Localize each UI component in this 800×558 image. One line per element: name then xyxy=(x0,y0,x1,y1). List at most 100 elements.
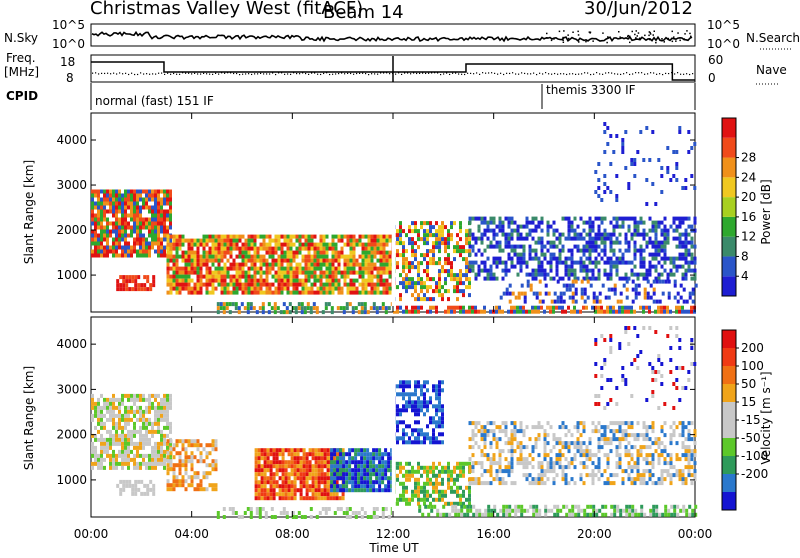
nave-dot xyxy=(623,73,624,74)
velocity-cell-1381 xyxy=(438,474,441,478)
power-cell-634 xyxy=(212,255,215,259)
power-cell-476 xyxy=(173,275,176,279)
power-cell-817 xyxy=(254,263,257,267)
velocity-cell-1681 xyxy=(655,509,658,513)
power-cell-1589 xyxy=(414,289,417,293)
velocity-cell-711 xyxy=(297,460,300,464)
power-cell-913 xyxy=(278,263,281,267)
power-cell-1482 xyxy=(358,310,361,314)
power-cell-620 xyxy=(209,251,212,255)
power-cell-1324 xyxy=(374,291,377,295)
power-cell-848 xyxy=(260,291,263,295)
power-cell-891 xyxy=(272,267,275,271)
power-cell-2195 xyxy=(559,237,562,241)
power-cell-531 xyxy=(188,243,191,247)
velocity-cell-1536 xyxy=(433,505,436,509)
power-cell-1241 xyxy=(356,259,359,263)
power-cell-2548 xyxy=(676,237,679,241)
velocity-cell-602 xyxy=(267,492,270,496)
power-cell-1342 xyxy=(380,251,383,255)
velocity-cell-905 xyxy=(330,476,333,480)
power-cell-2674 xyxy=(584,288,587,292)
velocity-cell-399 xyxy=(137,488,140,492)
power-cell-2230 xyxy=(571,237,574,241)
power-cell-1295 xyxy=(368,279,371,283)
velocity-cell-501 xyxy=(197,483,200,487)
velocity-cell-332 xyxy=(160,450,163,454)
power-cell-2355 xyxy=(610,241,613,245)
power-cell-1487 xyxy=(364,306,367,310)
velocity-cell-1630 xyxy=(577,509,580,513)
power-cell-410 xyxy=(122,287,125,291)
velocity-cell-1739 xyxy=(478,481,481,485)
velocity-cell-139 xyxy=(121,414,124,418)
power-cell-2522 xyxy=(664,257,667,261)
power-cell-795 xyxy=(248,287,251,291)
power-cell-1962 xyxy=(478,225,481,229)
power-cell-2148 xyxy=(541,245,544,249)
colorbar-segment-1 xyxy=(722,256,736,276)
power-cell-1562 xyxy=(408,269,411,273)
velocity-cell-398 xyxy=(137,480,140,484)
power-cell-2311 xyxy=(595,245,598,249)
velocity-cell-432 xyxy=(173,463,176,467)
power-cell-2758 xyxy=(603,150,606,154)
velocity-cell-22 xyxy=(94,454,97,458)
power-cell-47 xyxy=(100,198,103,202)
velocity-cell-1025 xyxy=(366,472,369,476)
velocity-cell-1210 xyxy=(423,400,426,404)
power-cell-763 xyxy=(242,263,245,267)
power-cell-97 xyxy=(109,210,112,214)
power-cell-845 xyxy=(260,279,263,283)
velocity-cell-324 xyxy=(160,410,163,414)
velocity-cell-461 xyxy=(182,479,185,483)
nave-dot xyxy=(344,73,345,74)
power-cell-1096 xyxy=(320,267,323,271)
power-cell-2161 xyxy=(547,221,550,225)
velocity-cell-1713 xyxy=(469,469,472,473)
nave-dot xyxy=(317,74,318,75)
velocity-cell-1120 xyxy=(396,392,399,396)
power-cell-2528 xyxy=(667,241,670,245)
velocity-cell-1619 xyxy=(562,505,565,509)
power-cell-2358 xyxy=(610,257,613,261)
power-cell-2345 xyxy=(604,273,607,277)
power-cell-1613 xyxy=(423,221,426,225)
nave-dot xyxy=(491,72,492,73)
velocity-cell-475 xyxy=(188,455,191,459)
velocity-cell-555 xyxy=(255,496,258,500)
power-cell-1577 xyxy=(411,285,414,289)
power-cell-1349 xyxy=(380,279,383,283)
power-cell-745 xyxy=(239,235,242,239)
power-cell-669 xyxy=(221,239,224,243)
power-cell-500 xyxy=(179,267,182,271)
power-cell-2658 xyxy=(569,284,572,288)
velocity-cell-227 xyxy=(139,418,142,422)
velocity-cell-796 xyxy=(318,484,321,488)
power-cell-575 xyxy=(197,271,200,275)
velocity-cell-28 xyxy=(97,410,100,414)
velocity-cell-270 xyxy=(148,422,151,426)
power-cell-30 xyxy=(97,190,100,194)
power-cell-2030 xyxy=(499,261,502,265)
power-cell-2385 xyxy=(619,233,622,237)
power-cell-819 xyxy=(254,271,257,275)
velocity-cell-117 xyxy=(115,442,118,446)
velocity-cell-371 xyxy=(169,426,172,430)
power-cell-138 xyxy=(118,202,121,206)
power-cell-1918 xyxy=(660,306,663,310)
velocity-cell-910 xyxy=(333,452,336,456)
power-cell-1630 xyxy=(426,249,429,253)
power-cell-732 xyxy=(236,235,239,239)
velocity-cell-1726 xyxy=(472,481,475,485)
velocity-cell-1028 xyxy=(366,484,369,488)
velocity-cell-990 xyxy=(357,464,360,468)
velocity-cell-1384 xyxy=(438,494,441,498)
power-cell-544 xyxy=(191,239,194,243)
power-cell-1041 xyxy=(308,251,311,255)
velocity-cell-1645 xyxy=(601,505,604,509)
velocity-cell-733 xyxy=(303,464,306,468)
velocity-cell-1483 xyxy=(286,515,289,519)
velocity-cell-1753 xyxy=(484,437,487,441)
power-cell-81 xyxy=(106,210,109,214)
